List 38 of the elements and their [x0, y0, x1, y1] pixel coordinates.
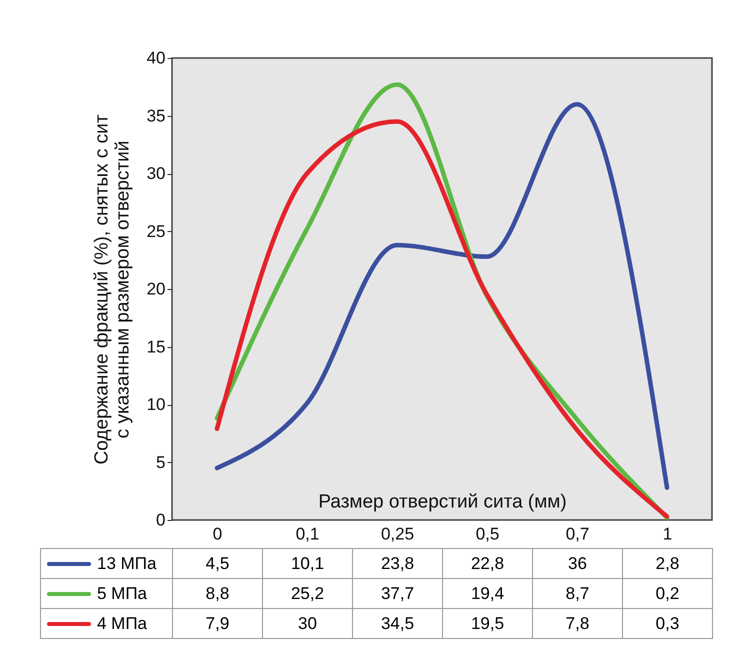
data-label: 19,5 — [442, 608, 532, 638]
data-label: 36 — [532, 548, 622, 578]
data-label: 2,8 — [622, 548, 712, 578]
x-tick-label: 0,7 — [566, 524, 590, 544]
legend-label: 5 МПа — [40, 578, 172, 608]
x-tick-label: 0,25 — [380, 524, 414, 544]
y-tick-label: 10 — [146, 395, 166, 414]
data-label: 34,5 — [352, 608, 442, 638]
data-label: 22,8 — [442, 548, 532, 578]
y-tick-label: 40 — [146, 48, 166, 68]
legend-label: 4 МПа — [40, 608, 172, 638]
data-label: 10,1 — [262, 548, 352, 578]
y-tick-label: 15 — [146, 337, 166, 356]
data-label: 7,9 — [172, 608, 262, 638]
data-label: 37,7 — [352, 578, 442, 608]
x-axis-title: Размер отверстий сита (мм) — [318, 492, 567, 512]
x-tick-label: 1 — [662, 524, 672, 544]
y-tick-label: 35 — [146, 106, 166, 126]
data-label: 8,8 — [172, 578, 262, 608]
data-label: 30 — [262, 608, 352, 638]
data-label: 25,2 — [262, 578, 352, 608]
x-tick-label: 0 — [212, 524, 222, 544]
data-label: 0,2 — [622, 578, 712, 608]
x-tick-label: 0,5 — [476, 524, 500, 544]
data-label: 19,4 — [442, 578, 532, 608]
data-label: 23,8 — [352, 548, 442, 578]
y-tick-label: 0 — [156, 510, 166, 530]
y-tick-label: 5 — [156, 452, 166, 472]
data-label: 8,7 — [532, 578, 622, 608]
data-label: 7,8 — [532, 608, 622, 638]
data-label: 0,3 — [622, 608, 712, 638]
y-axis-title: Содержание фракций (%), снятых с сит с указанным размером отверстий — [92, 114, 134, 464]
y-tick-label: 20 — [146, 280, 166, 298]
x-tick-label: 0,1 — [296, 524, 320, 544]
legend-label: 13 МПа — [40, 548, 172, 578]
y-tick-label: 30 — [146, 164, 166, 183]
y-tick-label: 25 — [146, 222, 166, 241]
data-label: 4,5 — [172, 548, 262, 578]
